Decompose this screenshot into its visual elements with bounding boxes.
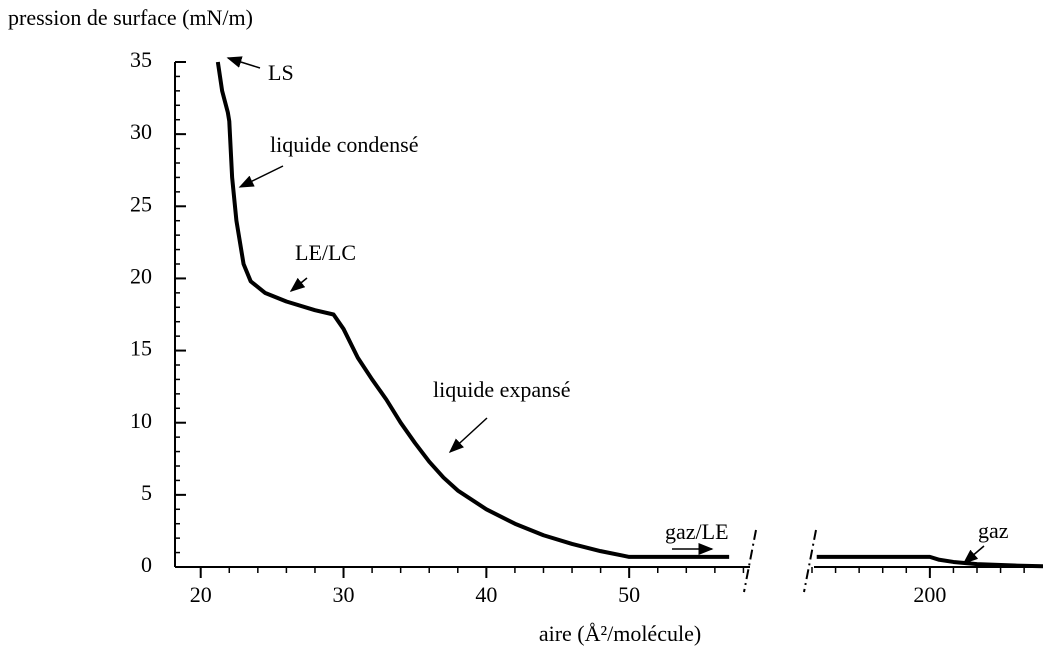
y-tick-label: 15	[130, 336, 152, 361]
annotation-arrow	[448, 417, 488, 454]
y-tick-label: 0	[141, 552, 152, 577]
annotation: liquide expansé	[433, 377, 570, 402]
annotation: liquide condensé	[270, 132, 418, 157]
annotation-arrow	[238, 165, 284, 188]
y-tick-label: 30	[130, 119, 152, 144]
y-tick-label: 35	[130, 47, 152, 72]
y-tick-label: 5	[141, 480, 152, 505]
x-tick-label: 40	[475, 582, 497, 607]
annotation: gaz/LE	[665, 519, 729, 544]
x-tick-label: 30	[333, 582, 355, 607]
data-line	[215, 61, 730, 559]
y-tick-label: 25	[130, 191, 152, 216]
annotation-arrow	[226, 56, 261, 69]
y-tick-label: 10	[130, 408, 152, 433]
annotation-arrow	[962, 545, 985, 564]
annotation: gaz	[978, 518, 1009, 543]
annotation: LE/LC	[295, 240, 356, 265]
chart-title: pression de surface (mN/m)	[8, 5, 253, 30]
data-line	[816, 554, 1043, 569]
axis-break	[803, 529, 817, 593]
x-tick-label: 50	[618, 582, 640, 607]
x-axis-label: aire (Å²/molécule)	[539, 621, 701, 646]
x-tick-label: 200	[913, 582, 946, 607]
x-tick-label: 20	[190, 582, 212, 607]
annotation-arrow	[289, 277, 308, 292]
axis-break	[743, 529, 757, 593]
annotation: LS	[268, 60, 294, 85]
y-tick-label: 20	[130, 263, 152, 288]
